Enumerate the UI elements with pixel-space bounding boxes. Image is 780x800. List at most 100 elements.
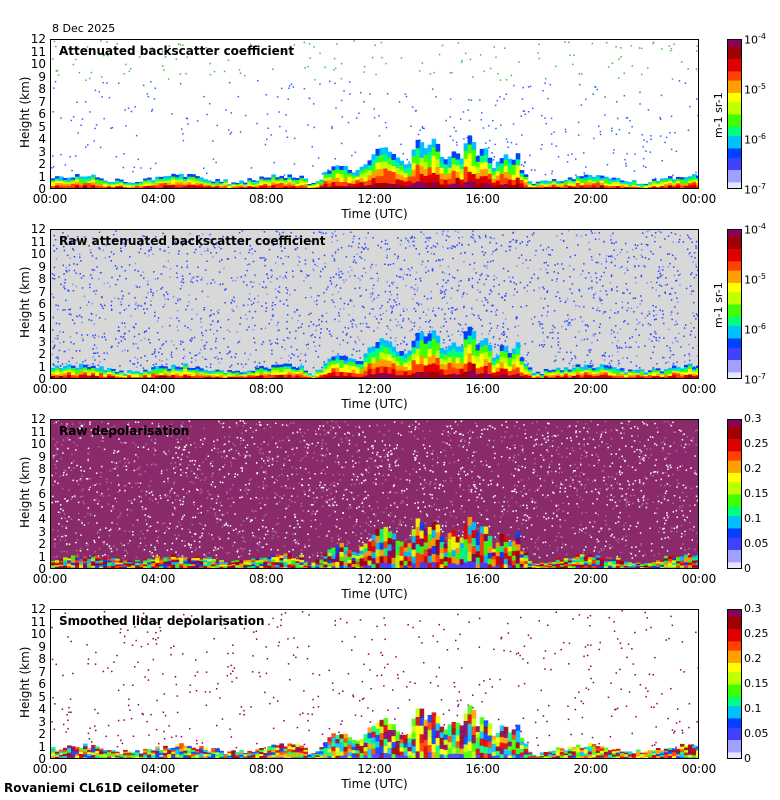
colorbar-tick-label: 10-6 (744, 132, 766, 147)
x-tick-label: 12:00 (357, 572, 392, 586)
x-tick-label: 20:00 (573, 572, 609, 586)
colorbar-tick-label: 0 (744, 562, 751, 575)
y-tick-label: 11 (30, 614, 46, 629)
panel-title: Attenuated backscatter coefficient (59, 44, 295, 58)
x-tick-label: 20:00 (573, 382, 609, 396)
heatmap-field (51, 40, 698, 188)
panel-title: Raw depolarisation (59, 424, 190, 438)
colorbar-tick-label: 0.15 (744, 677, 769, 690)
x-tick-label: 08:00 (249, 572, 284, 586)
y-tick-label: 9 (38, 449, 46, 464)
y-tick-label: 12 (30, 32, 46, 46)
plot-area: Smoothed lidar depolarisation (50, 609, 699, 759)
y-tick-label: 6 (38, 487, 46, 501)
colorbar-gradient (728, 230, 741, 379)
y-tick-label: 12 (30, 602, 46, 616)
colorbar-tick-label: 0.05 (744, 727, 769, 740)
x-axis-label: Time (UTC) (341, 207, 408, 221)
x-tick-label: 16:00 (465, 382, 500, 396)
colorbar (727, 609, 742, 759)
colorbar-tick-label: 10-7 (744, 182, 766, 197)
colorbar (727, 419, 742, 569)
colorbar-tick-label: 0.3 (744, 412, 762, 425)
colorbar (727, 229, 742, 379)
colorbar-tick-label: 0.25 (744, 437, 769, 450)
y-tick-label: 4 (38, 322, 46, 336)
x-tick-label: 12:00 (357, 762, 392, 776)
x-tick-label: 04:00 (140, 192, 176, 206)
y-tick-label: 1 (38, 549, 46, 564)
x-axis-label: Time (UTC) (341, 777, 408, 791)
panel-title: Raw attenuated backscatter coefficient (59, 234, 326, 248)
x-tick-label: 00:00 (32, 762, 68, 776)
x-tick-label: 04:00 (140, 572, 176, 586)
y-tick-label: 12 (30, 222, 46, 236)
y-axis-label: Height (km) (18, 266, 32, 338)
chart-panel-1: Attenuated backscatter coefficient 0 1 2 3 4 5… (0, 32, 780, 229)
y-tick-label: 12 (30, 412, 46, 426)
instrument-label: Rovaniemi CL61D ceilometer (4, 781, 199, 795)
colorbar-tick-label: 0.1 (744, 512, 762, 525)
y-tick-label: 3 (38, 144, 46, 159)
y-tick-label: 8 (38, 462, 46, 476)
colorbar-unit: m-1 sr-1 (712, 92, 725, 138)
y-tick-label: 4 (38, 132, 46, 146)
x-tick-label: 16:00 (465, 192, 500, 206)
y-tick-label: 10 (30, 247, 46, 261)
colorbar-tick-label: 0.2 (744, 652, 762, 665)
colorbar-tick-label: 10-6 (744, 322, 766, 337)
x-tick-label: 00:00 (32, 192, 68, 206)
x-axis-label: Time (UTC) (341, 587, 408, 601)
y-axis-label: Height (km) (18, 646, 32, 718)
x-tick-label: 00:00 (681, 382, 717, 396)
plot-area: Raw depolarisation (50, 419, 699, 569)
y-tick-label: 3 (38, 524, 46, 539)
y-tick-label: 2 (38, 347, 46, 361)
colorbar-unit: m-1 sr-1 (712, 282, 725, 328)
colorbar-tick-label: 0.3 (744, 602, 762, 615)
y-tick-label: 9 (38, 69, 46, 84)
x-tick-label: 08:00 (249, 192, 284, 206)
x-tick-label: 16:00 (465, 572, 500, 586)
y-tick-label: 1 (38, 739, 46, 754)
x-tick-label: 20:00 (573, 762, 609, 776)
colorbar (727, 39, 742, 189)
colorbar-gradient (728, 420, 741, 569)
y-tick-label: 6 (38, 677, 46, 691)
y-tick-label: 9 (38, 259, 46, 274)
y-tick-label: 2 (38, 157, 46, 171)
colorbar-gradient (728, 610, 741, 759)
y-tick-label: 0 (38, 752, 46, 766)
heatmap-field (51, 420, 698, 568)
colorbar-tick-label: 10-5 (744, 82, 766, 97)
y-tick-label: 2 (38, 727, 46, 741)
colorbar-tick-label: 10-7 (744, 372, 766, 387)
y-tick-label: 5 (38, 499, 46, 514)
x-axis-label: Time (UTC) (341, 397, 408, 411)
plot-area: Raw attenuated backscatter coefficient (50, 229, 699, 379)
x-tick-label: 12:00 (357, 382, 392, 396)
heatmap-field (51, 230, 698, 378)
y-tick-label: 0 (38, 562, 46, 576)
y-tick-label: 8 (38, 272, 46, 286)
y-tick-label: 5 (38, 689, 46, 704)
colorbar-tick-label: 10-4 (744, 222, 766, 237)
x-tick-label: 00:00 (681, 762, 717, 776)
y-tick-label: 7 (38, 474, 46, 489)
x-tick-label: 08:00 (249, 382, 284, 396)
chart-panel-3: Raw depolarisation 0 1 2 3 4 5 6 7 8 9 10 11 12 00:00 0… (0, 412, 780, 609)
y-tick-label: 0 (38, 372, 46, 386)
y-axis-label: Height (km) (18, 76, 32, 148)
x-tick-label: 00:00 (681, 192, 717, 206)
y-tick-label: 3 (38, 714, 46, 729)
x-tick-label: 00:00 (32, 572, 68, 586)
x-tick-label: 00:00 (681, 572, 717, 586)
y-tick-label: 11 (30, 424, 46, 439)
y-tick-label: 5 (38, 309, 46, 324)
y-tick-label: 1 (38, 359, 46, 374)
y-tick-label: 2 (38, 537, 46, 551)
y-tick-label: 6 (38, 107, 46, 121)
date-label: 8 Dec 2025 (52, 22, 116, 35)
y-tick-label: 6 (38, 297, 46, 311)
x-tick-label: 20:00 (573, 192, 609, 206)
